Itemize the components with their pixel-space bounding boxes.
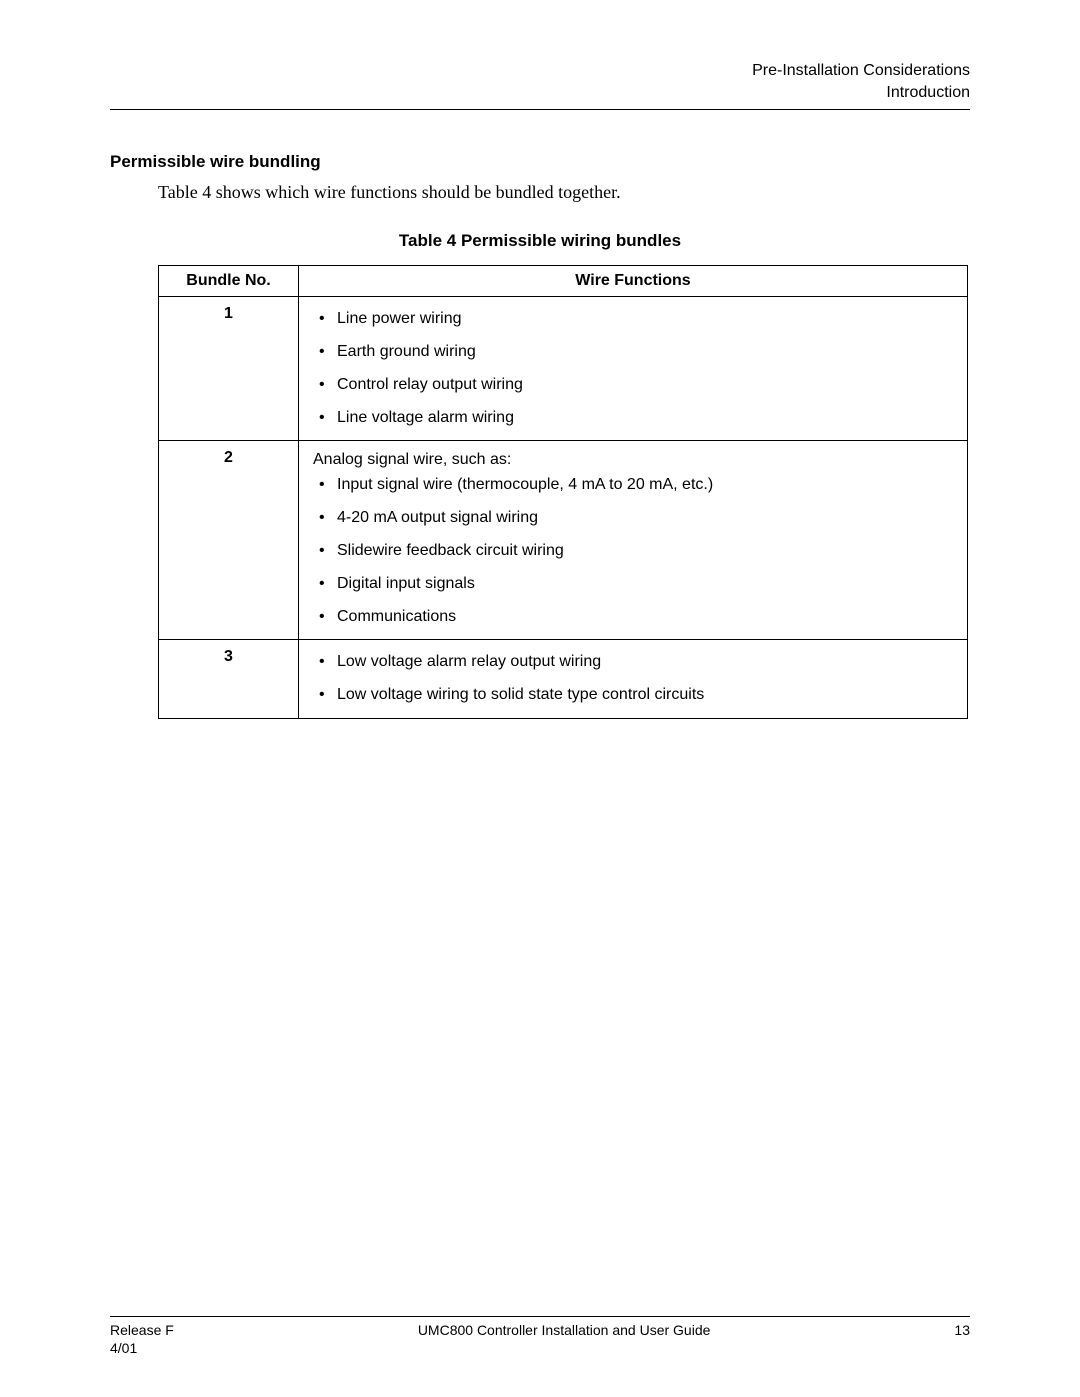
list-item: Control relay output wiring bbox=[317, 375, 955, 396]
table-body: 1 Line power wiring Earth ground wiring … bbox=[159, 297, 968, 719]
list-item: Communications bbox=[317, 607, 955, 628]
list-item: Low voltage wiring to solid state type c… bbox=[317, 685, 955, 706]
bundle-number: 1 bbox=[159, 297, 299, 441]
bundle-number: 3 bbox=[159, 640, 299, 719]
section-intro: Table 4 shows which wire functions shoul… bbox=[158, 182, 970, 203]
wire-functions-list: Input signal wire (thermocouple, 4 mA to… bbox=[311, 475, 955, 627]
wire-functions-cell: Low voltage alarm relay output wiring Lo… bbox=[299, 640, 968, 719]
list-item: Input signal wire (thermocouple, 4 mA to… bbox=[317, 475, 955, 496]
page-footer: Release F 4/01 UMC800 Controller Install… bbox=[110, 1316, 970, 1357]
header-rule bbox=[110, 109, 970, 110]
page-header: Pre-Installation Considerations Introduc… bbox=[110, 60, 970, 109]
bundle-number: 2 bbox=[159, 441, 299, 640]
col-header-functions: Wire Functions bbox=[299, 266, 968, 297]
footer-left: Release F 4/01 bbox=[110, 1321, 174, 1357]
footer-release: Release F bbox=[110, 1321, 174, 1339]
table-row: 3 Low voltage alarm relay output wiring … bbox=[159, 640, 968, 719]
table-row: 2 Analog signal wire, such as: Input sig… bbox=[159, 441, 968, 640]
list-item: 4-20 mA output signal wiring bbox=[317, 508, 955, 529]
footer-page-number: 13 bbox=[954, 1321, 970, 1357]
table-caption: Table 4 Permissible wiring bundles bbox=[110, 231, 970, 251]
wire-functions-cell: Line power wiring Earth ground wiring Co… bbox=[299, 297, 968, 441]
wire-functions-cell: Analog signal wire, such as: Input signa… bbox=[299, 441, 968, 640]
table-row: 1 Line power wiring Earth ground wiring … bbox=[159, 297, 968, 441]
header-line-1: Pre-Installation Considerations bbox=[110, 60, 970, 82]
header-line-2: Introduction bbox=[110, 82, 970, 104]
list-item: Low voltage alarm relay output wiring bbox=[317, 652, 955, 673]
wire-functions-list: Low voltage alarm relay output wiring Lo… bbox=[311, 652, 955, 706]
col-header-bundle: Bundle No. bbox=[159, 266, 299, 297]
list-item: Digital input signals bbox=[317, 574, 955, 595]
table-header-row: Bundle No. Wire Functions bbox=[159, 266, 968, 297]
footer-rule bbox=[110, 1316, 970, 1317]
footer-date: 4/01 bbox=[110, 1339, 174, 1357]
wiring-bundles-table: Bundle No. Wire Functions 1 Line power w… bbox=[158, 265, 968, 719]
list-item: Slidewire feedback circuit wiring bbox=[317, 541, 955, 562]
footer-doc-title: UMC800 Controller Installation and User … bbox=[174, 1321, 955, 1357]
list-item: Line voltage alarm wiring bbox=[317, 408, 955, 429]
wire-functions-list: Line power wiring Earth ground wiring Co… bbox=[311, 309, 955, 428]
section-heading: Permissible wire bundling bbox=[110, 152, 970, 172]
list-item: Line power wiring bbox=[317, 309, 955, 330]
wire-functions-lead: Analog signal wire, such as: bbox=[313, 451, 955, 469]
list-item: Earth ground wiring bbox=[317, 342, 955, 363]
footer-row: Release F 4/01 UMC800 Controller Install… bbox=[110, 1321, 970, 1357]
